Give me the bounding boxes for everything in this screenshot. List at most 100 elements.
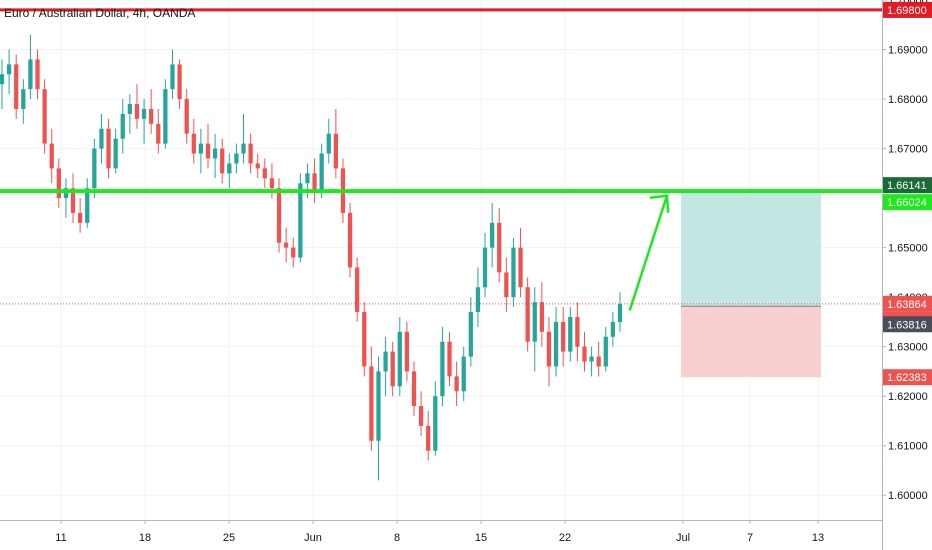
stop-tag-bg (883, 369, 932, 386)
candle-body (546, 331, 552, 367)
candle-body (610, 321, 616, 337)
candles (0, 34, 623, 481)
candle-body (404, 331, 410, 372)
candle-body (603, 336, 608, 367)
candle-body (163, 89, 168, 144)
candle-body (276, 188, 282, 243)
candle-body (184, 99, 189, 134)
candle-body (298, 183, 303, 258)
price-tags: 1.698001.661411.660241.6386403:54:181.63… (883, 1, 932, 386)
time-tick-label: Jul (676, 532, 690, 544)
candle-body (269, 178, 275, 189)
candle-body (35, 59, 40, 90)
time-tick-label: 18 (139, 532, 151, 544)
candle-body (319, 153, 324, 194)
arrow-head (649, 194, 670, 213)
candle-body (170, 64, 175, 90)
candle-body (85, 188, 90, 223)
candle-body (369, 366, 374, 441)
candle-body (617, 304, 623, 322)
time-tick-label: Jun (304, 532, 322, 544)
candle-body (475, 287, 481, 312)
position-loss-zone[interactable] (681, 306, 821, 378)
price-tick-label: 1.67000 (888, 144, 928, 156)
candle-body (227, 163, 232, 174)
candle-body (70, 188, 76, 213)
candle-body (532, 302, 537, 342)
arrow-shaft (628, 194, 669, 311)
candle-body (99, 128, 104, 149)
candle-body (333, 133, 338, 169)
time-tick-label: 11 (55, 532, 66, 544)
resistance-tag-bg (883, 1, 932, 18)
candle-body (220, 148, 225, 174)
price-tick-label: 1.65000 (888, 243, 928, 255)
price-axis[interactable]: 1.700001.690001.680001.670001.660001.650… (882, 0, 928, 502)
candle-body (198, 143, 204, 154)
candle-body (326, 133, 331, 154)
candle-body (355, 267, 360, 312)
price-tick-label: 1.68000 (888, 94, 928, 106)
candle-body (78, 212, 83, 223)
candle-body (468, 312, 473, 357)
arrow-drawing[interactable] (628, 194, 670, 311)
candle-body (241, 143, 246, 154)
candle-body (262, 168, 267, 179)
position-profit-zone[interactable] (681, 191, 821, 307)
price-tick-label: 1.63000 (888, 342, 928, 354)
stop-tag-label: 1.62383 (887, 372, 927, 384)
candle-body (418, 406, 424, 426)
candle-body (234, 153, 239, 164)
candle-body (347, 212, 353, 268)
candle-body (553, 321, 559, 367)
candle-body (291, 247, 296, 258)
time-tick-label: 25 (223, 532, 235, 544)
candle-body (539, 302, 544, 332)
candle-body (191, 133, 196, 154)
candle-body (397, 331, 402, 387)
target-subtag-bg (883, 194, 932, 211)
candle-body (461, 356, 466, 392)
entry-tag-label: 1.63816 (887, 319, 927, 331)
price-tick-label: 1.61000 (888, 441, 928, 453)
candle-body (92, 148, 97, 189)
time-tick-label: 22 (559, 532, 571, 544)
price-tick-label: 1.60000 (888, 490, 928, 502)
time-axis[interactable]: 11 18 25 Jun 8 15 22 Jul 7 13 (55, 520, 824, 544)
price-tick-label: 1.62000 (888, 391, 928, 403)
candle-body (141, 108, 147, 119)
candle-body (433, 396, 438, 451)
candle-body (56, 168, 61, 199)
time-tick-label: 13 (812, 532, 824, 544)
candle-body (525, 287, 530, 342)
interval-label: 4h (132, 6, 147, 20)
candle-body (376, 371, 381, 441)
candle-body (383, 351, 388, 372)
candle-body (497, 222, 502, 273)
candle-body (504, 272, 509, 298)
candle-body (156, 123, 161, 144)
candle-body (6, 64, 12, 75)
last-price-tag-bg (883, 295, 932, 312)
candle-body (454, 376, 459, 392)
candle-body (113, 138, 118, 169)
candle-body (149, 108, 154, 124)
candle-body (134, 104, 140, 119)
time-tick-label: 15 (475, 532, 487, 544)
target-tag-bg (883, 177, 932, 194)
candle-body (426, 425, 431, 451)
time-tick-label: 8 (394, 532, 400, 544)
resistance-tag-label: 1.69800 (887, 5, 927, 17)
candle-body (312, 173, 317, 194)
candle-body (106, 128, 111, 169)
candle-body (127, 104, 132, 114)
candle-body (177, 64, 182, 100)
candle-body (0, 74, 5, 85)
candle-body (596, 356, 601, 367)
target-tag-label: 1.66141 (887, 180, 927, 192)
target-subtag-label: 1.66024 (887, 197, 927, 209)
candle-body (14, 64, 19, 109)
candle-body (390, 351, 395, 387)
entry-tag-bg (883, 316, 932, 333)
